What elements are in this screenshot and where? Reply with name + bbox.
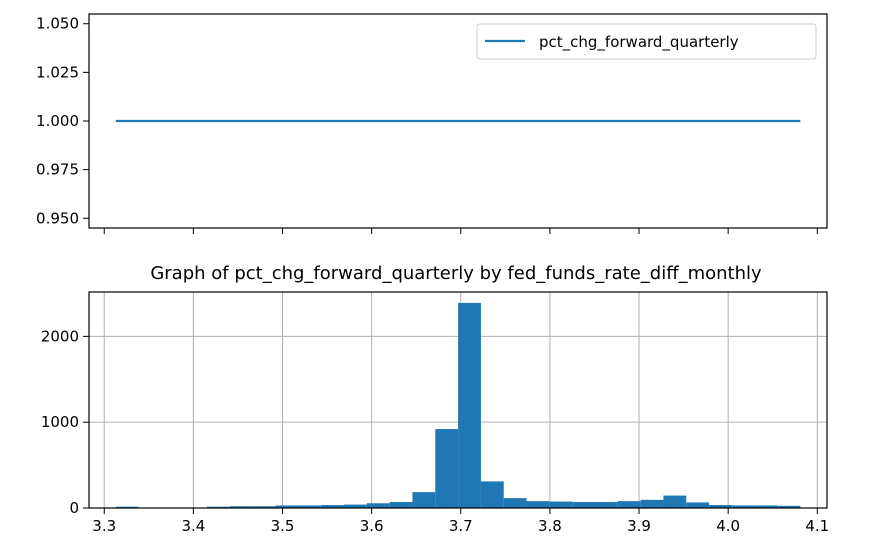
bottom-x-tick-labels: 3.3 3.4 3.5 3.6 3.7 3.8 3.9 4.0 4.1 [92,517,829,535]
histogram-bar [321,505,344,508]
legend: pct_chg_forward_quarterly [476,23,817,60]
histogram-bar [617,501,641,508]
y-tick-label: 1.000 [36,112,79,130]
x-tick-label: 3.6 [360,517,384,535]
y-tick-label: 0.950 [36,209,79,227]
y-tick-label: 1.050 [36,15,79,33]
histogram-bar [640,499,664,508]
histogram-bar [754,505,778,508]
histogram-bar [731,505,755,508]
x-tick-label: 3.8 [538,517,562,535]
histogram-bar [526,501,550,508]
histogram-bar [344,504,367,508]
histogram-bar [389,501,413,508]
histogram-bar [229,506,253,508]
y-tick-label: 1000 [41,413,79,431]
y-tick-label: 0.975 [36,161,79,179]
histogram-bar [594,501,618,508]
x-tick-label: 4.0 [716,517,740,535]
histogram-bar [503,498,527,508]
histogram-bar [686,502,710,508]
histogram-bar [275,505,299,508]
histogram-bar [549,501,573,508]
histogram-bar [252,506,276,508]
x-tick-label: 3.7 [449,517,473,535]
histogram-bar [115,506,139,508]
x-tick-label: 3.5 [271,517,295,535]
x-tick-label: 3.4 [181,517,205,535]
histogram-bar [298,505,322,508]
histogram-bar [435,429,459,508]
top-y-tick-labels: 0.950 0.975 1.000 1.025 1.050 [36,15,79,228]
bottom-axes-frame [88,291,828,509]
top-x-ticks [103,228,818,234]
legend-box [476,23,817,60]
y-tick-label: 1.025 [36,63,79,81]
histogram-bar [663,495,687,508]
legend-label: pct_chg_forward_quarterly [539,33,739,52]
top-y-ticks [83,23,89,219]
histogram-bar [480,481,504,508]
y-tick-label: 0 [69,499,79,517]
histogram-bar [458,302,481,508]
bottom-y-tick-labels: 0 1000 2000 [41,327,79,517]
histogram-bars [115,302,801,508]
line-chart-panel: 0.950 0.975 1.000 1.025 1.050 pct_chg_forwar… [36,13,828,234]
histogram-bar [366,503,390,508]
histogram-bar [777,505,801,508]
histogram-bar [572,501,595,508]
chart-title: Graph of pct_chg_forward_quarterly by fe… [150,263,762,284]
top-axes-frame [88,13,828,229]
histogram-bar [412,492,436,508]
x-tick-label: 3.3 [92,517,116,535]
histogram-panel: Graph of pct_chg_forward_quarterly by fe… [41,263,829,535]
x-tick-label: 3.9 [627,517,651,535]
bottom-y-ticks [83,335,89,509]
y-tick-label: 2000 [41,327,79,345]
histogram-bar [207,506,230,508]
bottom-x-ticks [103,508,818,514]
histogram-bar [709,505,732,508]
x-tick-label: 4.1 [805,517,829,535]
